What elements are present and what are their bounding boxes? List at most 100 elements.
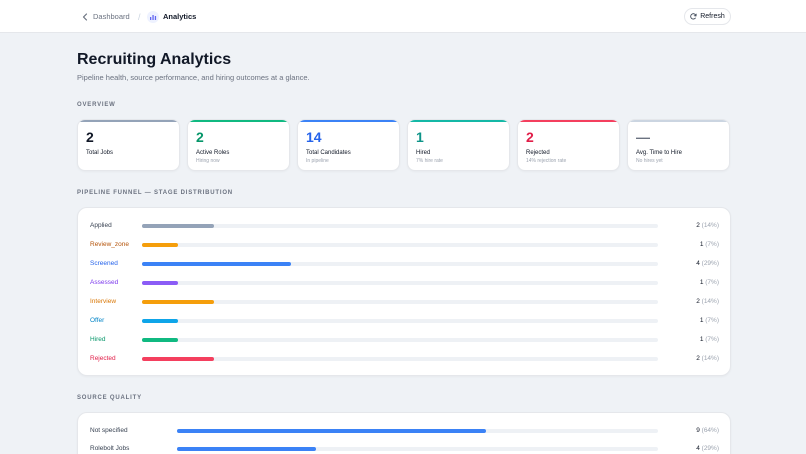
funnel-row-label: Review_zone	[90, 241, 130, 248]
refresh-label: Refresh	[700, 13, 725, 20]
stat-card-accent	[408, 120, 509, 122]
funnel-row-bar	[142, 243, 179, 247]
stat-card-value: 1	[416, 129, 424, 145]
source-row-count: 9 (64%)	[696, 425, 719, 437]
source-row-count-value: 9	[696, 427, 700, 434]
funnel-row-count-value: 1	[699, 317, 704, 324]
funnel-row-count-percent: (7%)	[705, 317, 719, 324]
funnel-row: Rejected 2 (14%)	[78, 353, 732, 365]
funnel-row-label: Hired	[90, 336, 106, 343]
funnel-row-bar	[142, 262, 292, 266]
funnel-row-count-value: 2	[696, 298, 700, 305]
stat-card-label: Active Roles	[196, 150, 230, 156]
analytics-icon	[147, 10, 159, 23]
funnel-row-count: 2 (14%)	[696, 353, 719, 365]
funnel-row-bar	[142, 224, 214, 228]
funnel-row-count: 2 (14%)	[696, 296, 719, 308]
funnel-row-label: Interview	[90, 298, 117, 305]
funnel-row-count-value: 4	[696, 260, 700, 267]
stat-card-subtext: Hiring now	[196, 158, 220, 164]
funnel-row-count: 4 (29%)	[696, 258, 719, 270]
stat-card: 1 Hired 7% hire rate	[407, 119, 510, 171]
stat-card-value: —	[636, 129, 650, 145]
funnel-row-count-value: 2	[696, 355, 700, 362]
funnel-row: Offer 1 (7%)	[78, 315, 732, 327]
funnel-row-count: 2 (14%)	[696, 220, 719, 232]
stat-card-accent	[188, 120, 289, 122]
funnel-section-label: PIPELINE FUNNEL — STAGE DISTRIBUTION	[77, 190, 233, 196]
source-row: Not specified 9 (64%)	[78, 425, 732, 437]
stat-card: — Avg. Time to Hire No hires yet	[627, 119, 730, 171]
funnel-row-count-value: 1	[699, 241, 704, 248]
funnel-row-count-percent: (7%)	[705, 336, 719, 343]
breadcrumb-back-link[interactable]: Dashboard	[82, 0, 130, 33]
stat-card-accent	[78, 120, 179, 122]
page-subtitle: Pipeline health, source performance, and…	[77, 73, 310, 82]
funnel-row-count-percent: (29%)	[701, 260, 719, 267]
stat-card-subtext: 7% hire rate	[416, 158, 443, 164]
funnel-row-track	[142, 243, 658, 247]
funnel-row-label: Offer	[90, 317, 105, 324]
funnel-row-count-value: 1	[699, 279, 704, 286]
refresh-icon	[690, 13, 697, 20]
funnel-row-bar	[142, 300, 214, 304]
stat-card-value: 2	[526, 129, 534, 145]
funnel-row-count: 1 (7%)	[700, 334, 719, 346]
funnel-row-count-value: 2	[696, 222, 700, 229]
funnel-row: Review_zone 1 (7%)	[78, 239, 732, 251]
source-row-bar	[177, 447, 316, 451]
breadcrumb-back-label: Dashboard	[93, 12, 130, 21]
source-row-track	[177, 447, 658, 451]
stat-card: 14 Total Candidates In pipeline	[297, 119, 400, 171]
source-row-label: Rolebolt Jobs	[90, 445, 130, 452]
stat-card-accent	[518, 120, 619, 122]
source-row-count-value: 4	[696, 445, 700, 452]
stat-card-label: Hired	[416, 150, 431, 156]
funnel-panel: Applied 2 (14%) Review_zone 1 (7%) Screened 4…	[77, 207, 731, 376]
stat-card-label: Total Jobs	[86, 150, 114, 156]
funnel-row: Hired 1 (7%)	[78, 334, 732, 346]
funnel-row-count: 1 (7%)	[700, 277, 719, 289]
funnel-row-track	[142, 262, 658, 266]
source-row-count-percent: (64%)	[701, 427, 719, 434]
funnel-row-bar	[142, 319, 179, 323]
source-row-track	[177, 429, 658, 433]
source-row: Rolebolt Jobs 4 (29%)	[78, 443, 732, 454]
breadcrumb-separator: /	[138, 11, 141, 22]
page-title: Recruiting Analytics	[77, 51, 232, 68]
funnel-row-track	[142, 300, 658, 304]
funnel-row-label: Assessed	[90, 279, 119, 286]
stat-card-value: 14	[306, 129, 322, 145]
funnel-row-track	[142, 338, 658, 342]
source-row-count: 4 (29%)	[696, 443, 719, 454]
top-bar: Dashboard / Analytics Refresh	[0, 0, 806, 33]
funnel-row: Assessed 1 (7%)	[78, 277, 732, 289]
funnel-row-track	[142, 319, 658, 323]
breadcrumb-current: Analytics	[147, 0, 196, 33]
stat-card-label: Avg. Time to Hire	[636, 150, 682, 156]
stat-card-subtext: No hires yet	[636, 158, 663, 164]
funnel-row: Screened 4 (29%)	[78, 258, 732, 270]
refresh-button[interactable]: Refresh	[684, 8, 731, 25]
stat-card: 2 Active Roles Hiring now	[187, 119, 290, 171]
stat-card-subtext: 14% rejection rate	[526, 158, 567, 164]
funnel-row-count-percent: (14%)	[701, 355, 719, 362]
funnel-row-count-percent: (7%)	[705, 279, 719, 286]
funnel-row-track	[142, 357, 658, 361]
source-section-label: SOURCE QUALITY	[77, 395, 142, 401]
funnel-row: Interview 2 (14%)	[78, 296, 732, 308]
funnel-row-count-value: 1	[699, 336, 704, 343]
source-row-bar	[177, 429, 487, 433]
stat-card-accent	[628, 120, 729, 122]
source-quality-panel: Not specified 9 (64%) Rolebolt Jobs 4 (29%)	[77, 412, 731, 454]
funnel-row-count: 1 (7%)	[700, 315, 719, 327]
stat-card-value: 2	[196, 129, 204, 145]
funnel-row-bar	[142, 281, 179, 285]
stat-card-accent	[298, 120, 399, 122]
stat-card-label: Rejected	[526, 150, 550, 156]
funnel-row-track	[142, 281, 658, 285]
stat-card: 2 Total Jobs	[77, 119, 180, 171]
source-row-count-percent: (29%)	[701, 445, 719, 452]
funnel-row-bar	[142, 338, 179, 342]
funnel-row-label: Screened	[90, 260, 118, 267]
